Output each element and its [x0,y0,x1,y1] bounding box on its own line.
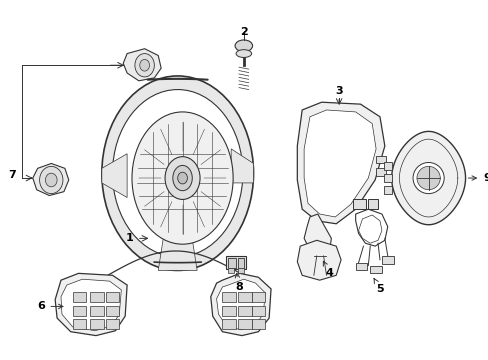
Polygon shape [102,154,127,198]
Bar [369,266,381,273]
Bar [352,199,366,209]
Ellipse shape [112,90,243,257]
Polygon shape [304,214,331,256]
Bar [375,156,385,163]
Bar [238,292,251,302]
Ellipse shape [236,50,251,58]
Bar [105,319,119,329]
Text: 9: 9 [468,173,488,183]
Bar [238,267,244,273]
Ellipse shape [165,157,200,199]
Bar [73,319,86,329]
Ellipse shape [40,166,63,194]
Bar [228,267,234,273]
Polygon shape [231,149,253,183]
Bar [90,292,103,302]
Polygon shape [297,240,341,280]
Polygon shape [55,273,127,336]
Text: 3: 3 [335,86,342,95]
Polygon shape [304,110,375,217]
Bar [222,306,236,316]
Ellipse shape [102,76,253,270]
Bar [73,306,86,316]
Polygon shape [391,131,465,225]
Bar [355,263,366,270]
Polygon shape [33,163,69,195]
Ellipse shape [177,172,187,184]
Polygon shape [61,279,121,331]
Text: 8: 8 [235,273,243,292]
Bar [73,292,86,302]
Bar [383,174,391,182]
Bar [251,306,264,316]
Bar [367,199,377,209]
Bar [251,319,264,329]
Bar [222,292,236,302]
Bar [90,306,103,316]
Ellipse shape [45,173,57,187]
Text: 6: 6 [38,301,63,311]
Ellipse shape [132,112,233,244]
Polygon shape [216,279,264,330]
Ellipse shape [412,162,443,194]
Ellipse shape [172,165,192,191]
Polygon shape [123,49,161,81]
Bar [375,168,385,176]
Text: 2: 2 [240,27,247,37]
Bar [222,319,236,329]
Text: 1: 1 [125,233,133,243]
Bar [383,186,391,194]
Text: 4: 4 [323,261,333,278]
Polygon shape [297,102,384,224]
Bar [251,292,264,302]
Polygon shape [158,239,197,270]
Text: 5: 5 [373,279,383,294]
Bar [226,256,245,270]
Bar [238,258,244,267]
Bar [228,258,236,267]
Ellipse shape [235,40,252,51]
Ellipse shape [416,166,439,190]
Bar [238,306,251,316]
Text: 7: 7 [8,170,16,180]
Bar [383,162,391,170]
Bar [238,319,251,329]
Polygon shape [210,273,270,336]
Ellipse shape [140,59,149,71]
Bar [105,306,119,316]
Bar [90,319,103,329]
Bar [105,292,119,302]
Bar [381,256,393,264]
Ellipse shape [135,54,154,77]
